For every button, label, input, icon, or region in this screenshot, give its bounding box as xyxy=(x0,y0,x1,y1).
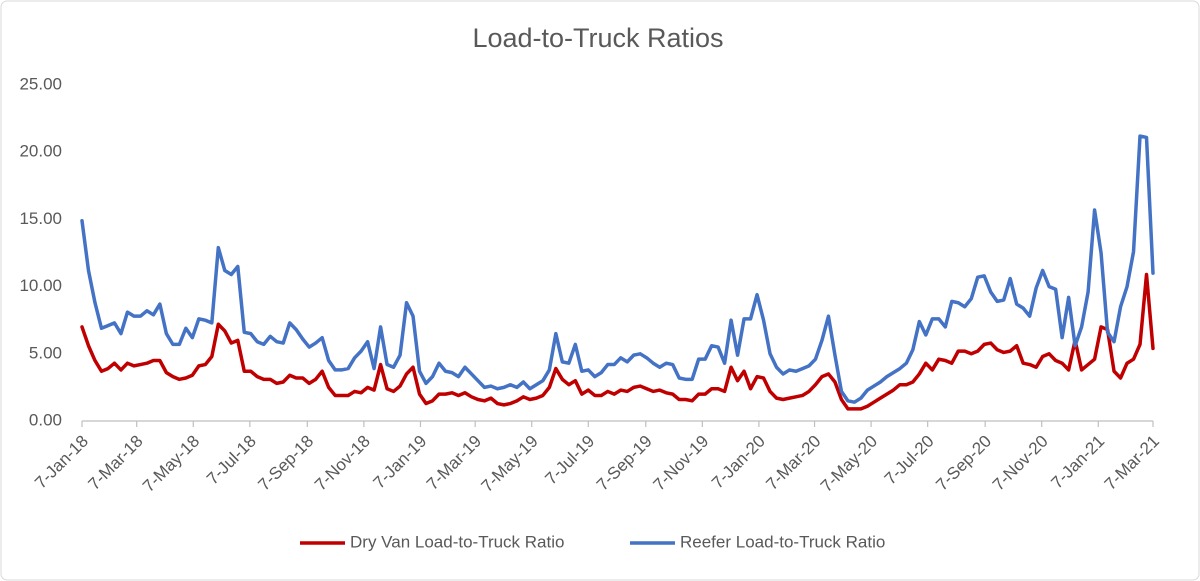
y-tick-label: 25.00 xyxy=(19,74,62,93)
y-tick-label: 20.00 xyxy=(19,142,62,161)
legend-label: Dry Van Load-to-Truck Ratio xyxy=(350,532,564,551)
chart-title: Load-to-Truck Ratios xyxy=(472,23,723,53)
y-tick-label: 5.00 xyxy=(29,343,62,362)
y-tick-label: 15.00 xyxy=(19,209,62,228)
y-tick-label: 0.00 xyxy=(29,410,62,429)
legend-label: Reefer Load-to-Truck Ratio xyxy=(680,532,885,551)
y-tick-label: 10.00 xyxy=(19,276,62,295)
line-series xyxy=(80,272,1155,411)
line-series xyxy=(80,134,1155,404)
